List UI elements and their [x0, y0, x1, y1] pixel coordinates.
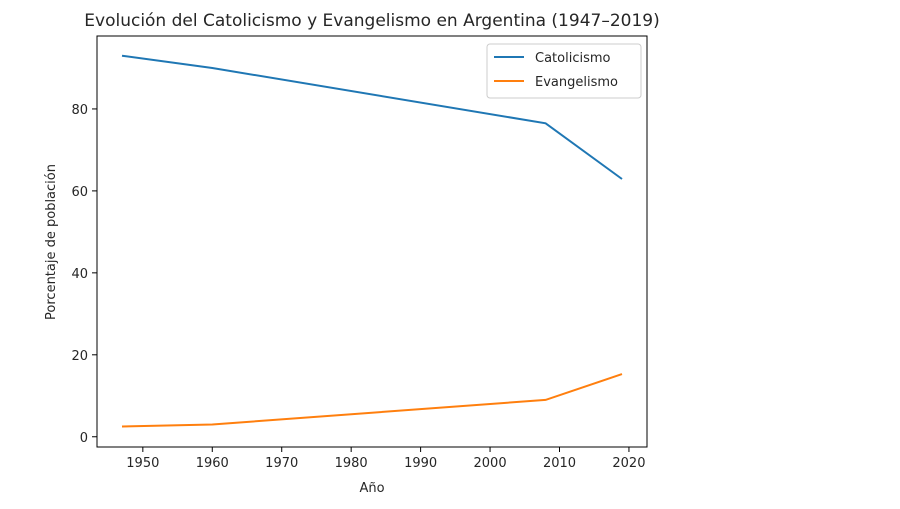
legend-label: Evangelismo [535, 75, 618, 90]
y-tick-label: 60 [71, 185, 88, 200]
y-axis-label: Porcentaje de población [44, 164, 59, 320]
y-tick-label: 20 [71, 349, 88, 364]
y-tick-label: 80 [71, 103, 88, 118]
y-tick-label: 0 [80, 431, 88, 446]
x-tick-label: 1960 [196, 456, 229, 471]
x-tick-label: 2020 [612, 456, 645, 471]
x-tick-label: 1950 [126, 456, 159, 471]
x-tick-label: 1990 [404, 456, 437, 471]
x-axis-label: Año [359, 481, 384, 496]
legend: Catolicismo Evangelismo [487, 44, 641, 98]
series-line-evangelismo [122, 374, 622, 426]
x-tick-label: 2000 [474, 456, 507, 471]
x-tick-label: 2010 [543, 456, 576, 471]
x-tick-label: 1970 [265, 456, 298, 471]
x-tick-label: 1980 [335, 456, 368, 471]
chart-title: Evolución del Catolicismo y Evangelismo … [84, 11, 659, 31]
legend-label: Catolicismo [535, 51, 611, 66]
y-tick-label: 40 [71, 267, 88, 282]
